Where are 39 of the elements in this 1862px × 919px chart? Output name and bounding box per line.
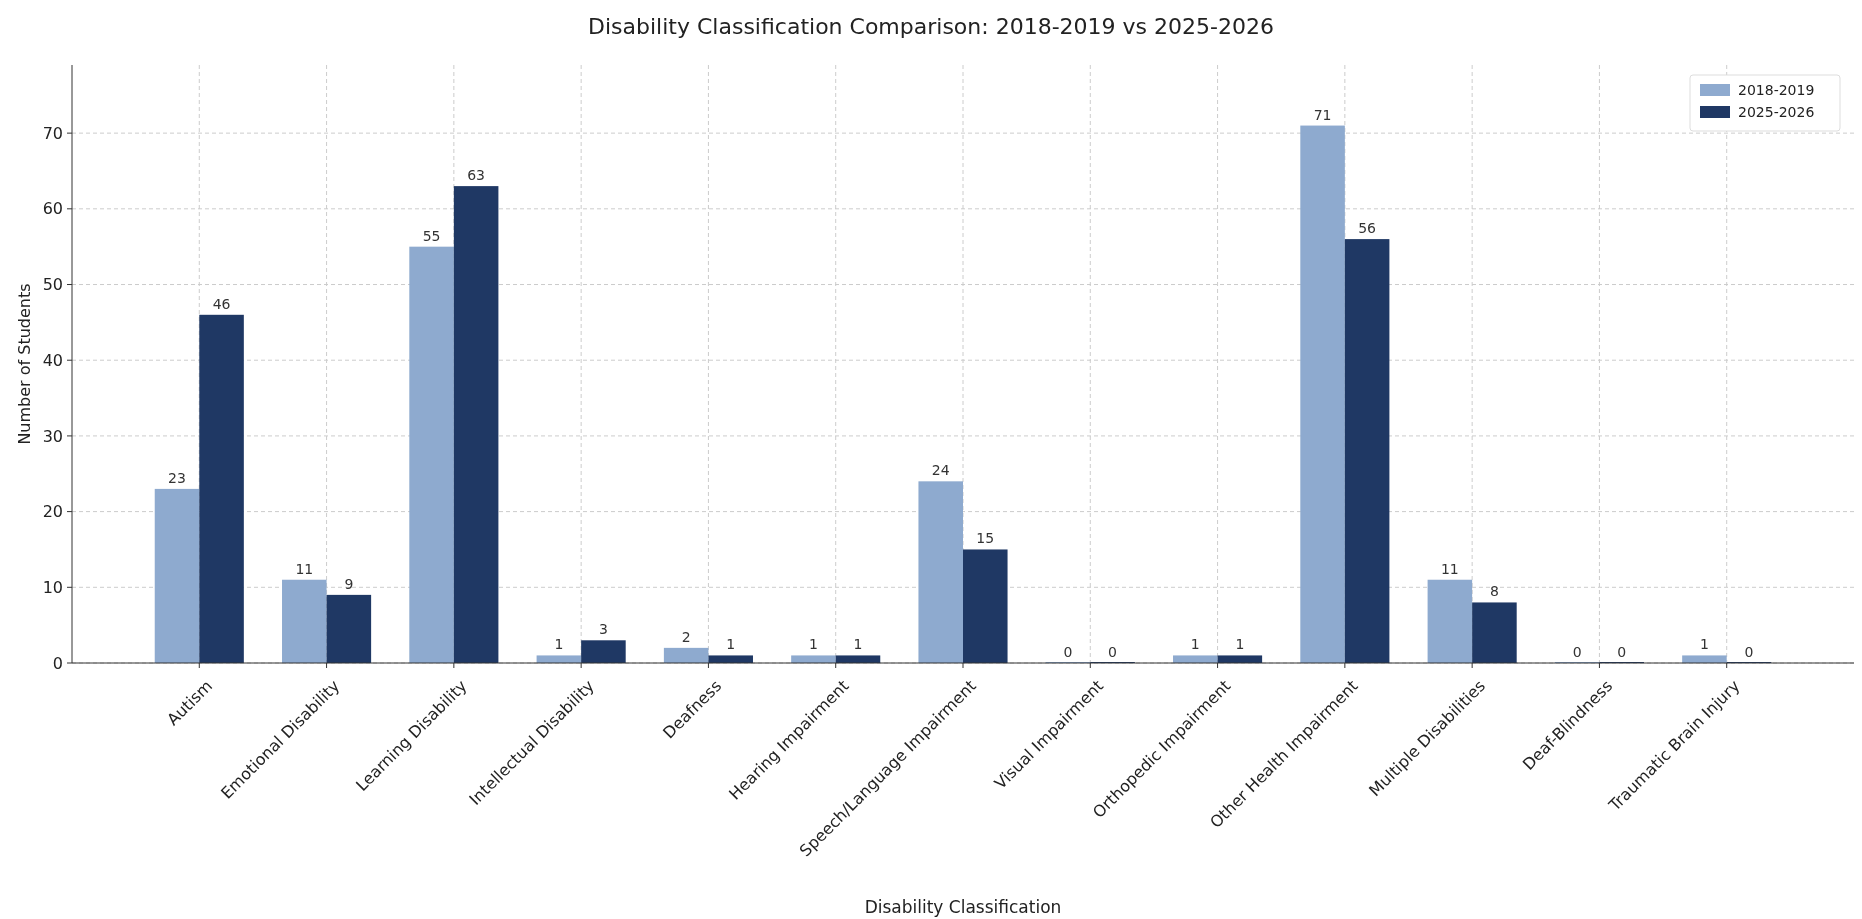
y-tick-label: 60 <box>42 199 63 219</box>
data-label: 8 <box>1489 583 1499 600</box>
data-label: 1 <box>726 636 736 653</box>
y-tick-label: 0 <box>52 653 63 673</box>
data-label: 1 <box>1235 636 1245 653</box>
chart-title: Disability Classification Comparison: 2018-2019 vs 2025-2026 <box>588 14 1274 39</box>
data-label: 71 <box>1313 106 1332 123</box>
data-label: 1 <box>853 636 863 653</box>
data-label: 11 <box>1440 560 1459 577</box>
y-tick-label: 70 <box>42 123 63 143</box>
data-label: 63 <box>467 167 486 184</box>
data-label: 15 <box>976 530 995 547</box>
data-label: 11 <box>295 560 314 577</box>
legend-label: 2018-2019 <box>1738 81 1815 98</box>
y-tick-label: 30 <box>42 426 63 446</box>
data-label: 2 <box>681 628 691 645</box>
data-label: 3 <box>598 621 608 638</box>
data-label: 24 <box>931 462 950 479</box>
data-label: 1 <box>554 636 564 653</box>
data-label: 0 <box>1617 644 1627 660</box>
y-tick-label: 40 <box>42 350 63 370</box>
data-label: 0 <box>1572 644 1582 660</box>
y-tick-label: 50 <box>42 275 63 295</box>
data-label: 55 <box>422 227 441 244</box>
data-label: 23 <box>168 469 186 486</box>
data-label: 0 <box>1063 644 1073 660</box>
data-label: 1 <box>808 636 818 653</box>
y-axis-title: Number of Students <box>15 283 34 445</box>
legend-label: 2025-2026 <box>1738 103 1815 120</box>
data-label: 46 <box>212 295 231 312</box>
data-label: 1 <box>1699 636 1709 653</box>
y-tick-label: 10 <box>42 577 63 597</box>
y-tick-label: 20 <box>42 502 63 522</box>
data-label: 9 <box>344 575 354 592</box>
data-label: 0 <box>1108 644 1118 660</box>
x-axis-title: Disability Classification <box>864 897 1062 917</box>
data-label: 1 <box>1190 636 1200 653</box>
data-label: 0 <box>1744 644 1754 660</box>
data-label: 56 <box>1358 220 1377 237</box>
